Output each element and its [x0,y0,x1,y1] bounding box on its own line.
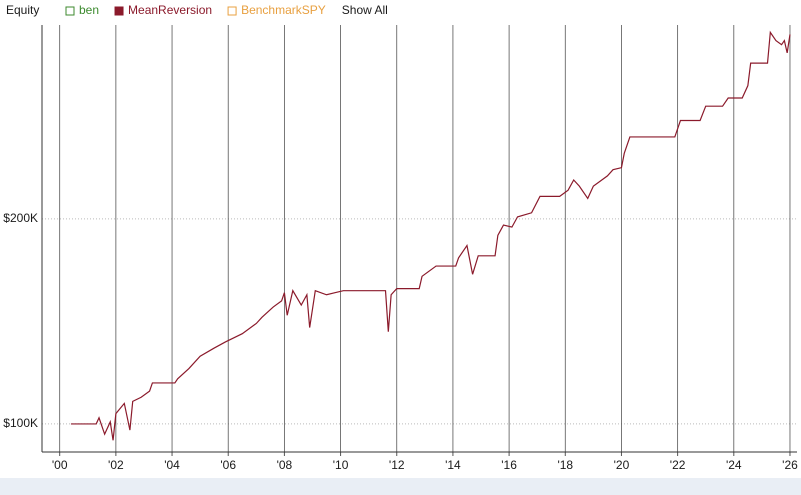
x-tick-label: '14 [445,458,461,472]
legend-swatch[interactable] [227,6,237,16]
equity-line [70,30,791,441]
x-tick-label: '08 [277,458,293,472]
x-tick-label: '12 [389,458,405,472]
x-tick-label: '18 [557,458,573,472]
x-tick-label: '02 [108,458,124,472]
x-tick-label: '24 [726,458,742,472]
legend-label[interactable]: ben [79,3,99,17]
x-tick-label: '26 [782,458,798,472]
legend-swatch[interactable] [114,6,124,16]
y-tick-label: $200K [3,211,38,225]
x-tick-label: '04 [164,458,180,472]
chart-title: Equity [6,3,39,17]
legend-label[interactable]: BenchmarkSPY [241,3,326,17]
legend-swatch[interactable] [65,6,75,16]
show-all-button[interactable]: Show All [342,3,388,17]
legend-label[interactable]: MeanReversion [128,3,212,17]
x-tick-label: '22 [670,458,686,472]
status-strip [0,478,801,495]
x-tick-label: '10 [333,458,349,472]
y-tick-label: $100K [3,416,38,430]
x-tick-label: '20 [614,458,630,472]
x-tick-label: '06 [220,458,236,472]
x-tick-label: '00 [52,458,68,472]
x-tick-label: '16 [501,458,517,472]
